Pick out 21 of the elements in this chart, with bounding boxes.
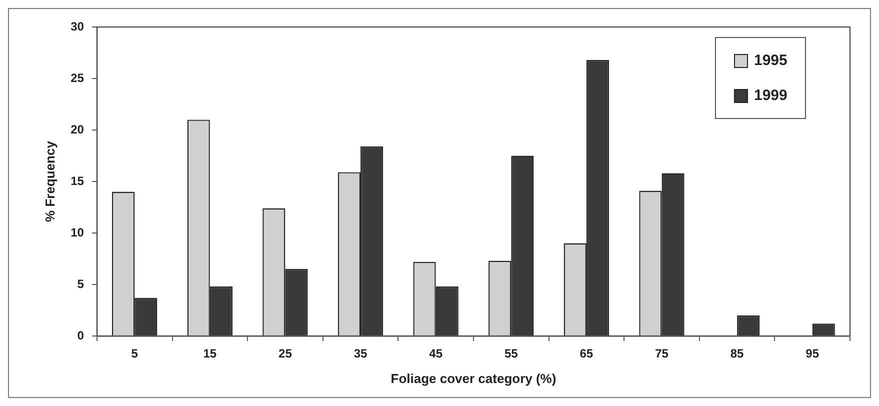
x-tick-label: 75 (655, 346, 669, 361)
x-tick-label: 35 (354, 346, 368, 361)
x-tick-label: 85 (730, 346, 744, 361)
x-tick-label: 45 (429, 346, 443, 361)
y-tick-label: 20 (70, 122, 84, 136)
x-tick-label: 15 (203, 346, 217, 361)
legend-label: 1995 (754, 52, 788, 69)
y-tick-label: 15 (70, 174, 84, 188)
y-tick-label: 25 (70, 70, 84, 85)
x-tick-label: 65 (580, 346, 594, 361)
x-tick-label: 25 (278, 346, 292, 361)
x-tick-label: 95 (806, 346, 820, 361)
legend-label: 1999 (754, 87, 788, 104)
x-axis-title: Foliage cover category (%) (390, 370, 556, 386)
y-tick-label: 30 (70, 19, 84, 34)
y-tick-label: 0 (77, 328, 84, 342)
x-tick-label: 55 (504, 346, 518, 361)
y-tick-label: 5 (77, 276, 84, 291)
y-tick-label: 10 (70, 225, 84, 240)
x-tick-label: 5 (131, 346, 138, 361)
y-axis-title: % Frequency (42, 140, 58, 222)
